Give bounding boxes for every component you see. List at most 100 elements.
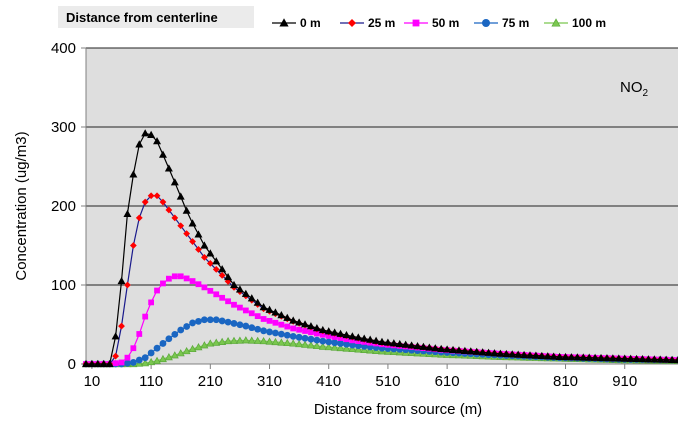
data-point — [283, 331, 291, 339]
data-point — [147, 349, 155, 357]
data-point — [141, 359, 150, 367]
data-point — [331, 334, 338, 340]
data-point — [236, 321, 244, 329]
data-point — [307, 335, 315, 343]
data-point — [247, 336, 256, 344]
data-point — [449, 345, 458, 354]
data-point — [289, 339, 298, 347]
data-point — [308, 329, 314, 336]
data-point — [295, 339, 304, 348]
data-point — [164, 164, 173, 172]
data-point — [325, 332, 332, 339]
data-point — [188, 344, 197, 353]
data-point — [129, 242, 137, 249]
data-point — [413, 342, 422, 350]
data-point — [343, 340, 350, 348]
data-point — [194, 343, 203, 351]
data-point — [466, 347, 475, 355]
legend-item: 100 m — [544, 16, 606, 30]
data-point — [242, 307, 249, 314]
data-point — [206, 316, 214, 324]
data-point — [502, 349, 511, 358]
data-point — [259, 302, 268, 311]
data-point — [124, 281, 131, 289]
data-point — [296, 326, 303, 333]
data-point — [295, 318, 304, 326]
legend-label: 100 m — [572, 16, 606, 30]
data-point — [302, 328, 308, 334]
x-axis-title: Distance from source (m) — [314, 401, 482, 418]
data-point — [218, 337, 227, 345]
data-point — [319, 337, 327, 345]
data-point — [260, 316, 267, 322]
data-point — [176, 349, 185, 357]
data-point — [117, 276, 126, 285]
data-point — [425, 343, 434, 351]
data-point — [118, 322, 125, 330]
data-point — [200, 341, 209, 349]
data-point — [206, 259, 214, 267]
data-point — [437, 344, 446, 353]
data-point — [508, 350, 517, 358]
data-point — [194, 230, 203, 238]
data-point — [266, 328, 273, 336]
data-point — [585, 353, 594, 361]
data-point — [218, 317, 226, 325]
legend-marker — [551, 18, 561, 27]
data-point — [171, 214, 179, 222]
data-point — [478, 348, 487, 356]
legend-marker — [412, 19, 420, 27]
data-point — [283, 338, 292, 347]
data-point — [277, 311, 286, 319]
data-point — [319, 331, 326, 338]
data-point — [602, 354, 611, 362]
data-point — [177, 222, 185, 230]
data-point — [614, 354, 623, 362]
data-point — [248, 324, 256, 332]
data-point — [231, 301, 237, 308]
data-point — [147, 357, 156, 366]
data-point — [99, 359, 108, 368]
pollutant-annotation-base: NO — [620, 79, 643, 96]
data-point — [224, 318, 232, 326]
data-point — [111, 332, 120, 340]
data-point — [171, 273, 178, 280]
data-point — [230, 320, 238, 327]
data-point — [235, 336, 244, 344]
data-point — [354, 345, 363, 353]
data-point — [112, 360, 119, 367]
data-point — [212, 257, 221, 265]
data-point — [277, 338, 286, 346]
data-point — [195, 246, 202, 253]
data-point — [514, 350, 523, 358]
data-point — [644, 355, 653, 363]
legend-label: 75 m — [502, 16, 529, 30]
legend-title: Distance from centerline — [66, 10, 218, 25]
data-point — [324, 327, 333, 335]
data-point — [265, 305, 274, 313]
data-point — [484, 348, 493, 356]
data-point — [189, 278, 196, 284]
data-point — [176, 192, 185, 200]
data-point — [182, 206, 191, 214]
data-point — [674, 355, 678, 364]
data-point — [472, 347, 481, 355]
x-tick-label: 410 — [316, 373, 341, 390]
data-point — [313, 330, 320, 337]
data-point — [153, 137, 162, 145]
data-point — [306, 322, 315, 330]
data-point — [266, 317, 273, 324]
data-point — [253, 298, 262, 306]
data-point — [224, 272, 233, 281]
data-point — [165, 335, 173, 343]
data-point — [301, 334, 309, 342]
data-point — [579, 353, 588, 361]
data-point — [330, 343, 339, 351]
data-point — [395, 339, 404, 348]
y-tick-label: 0 — [68, 356, 76, 373]
data-point — [201, 316, 208, 324]
data-point — [312, 324, 321, 332]
y-tick-label: 200 — [51, 198, 76, 215]
data-point — [620, 354, 629, 362]
data-point — [608, 354, 617, 362]
